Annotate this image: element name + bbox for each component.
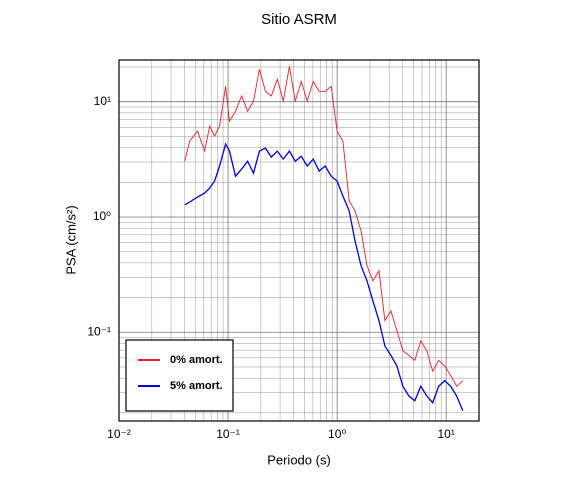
y-tick-label: 10⁻¹	[87, 324, 111, 338]
x-tick-label: 10¹	[437, 427, 454, 441]
chart-title: Sitio ASRM	[261, 11, 337, 28]
y-tick-label: 10¹	[94, 94, 111, 108]
legend-label: 5% amort.	[170, 380, 223, 392]
data-line	[184, 66, 464, 388]
data-line	[184, 142, 464, 411]
x-tick-label: 10⁻¹	[216, 427, 240, 441]
x-tick-label: 10⁰	[328, 427, 346, 441]
x-axis-label: Periodo (s)	[267, 452, 331, 467]
plot-frame	[118, 59, 480, 422]
legend-label: 0% amort.	[170, 354, 223, 366]
y-axis-label: PSA (cm/s²)	[63, 205, 78, 274]
x-tick-label: 10⁻²	[107, 427, 131, 441]
legend-box	[125, 339, 234, 412]
y-tick-label: 10⁰	[93, 209, 111, 223]
